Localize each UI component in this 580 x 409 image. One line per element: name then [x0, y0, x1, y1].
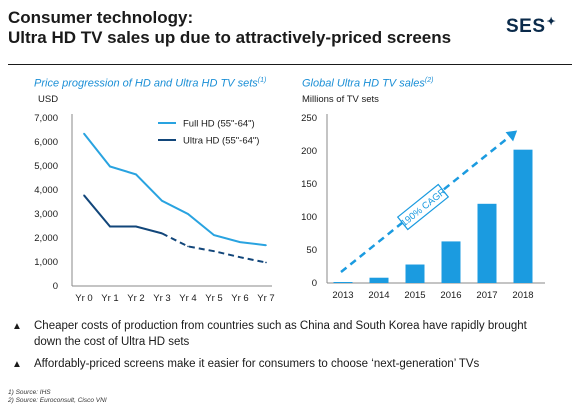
bar-chart-y-tick-label: 100 [301, 212, 317, 223]
line-chart-ylabel: USD [38, 94, 59, 105]
logo-text: SES [506, 16, 546, 37]
series-line-full-hd [83, 132, 267, 247]
cagr-label-box [396, 183, 450, 231]
line-chart-x-tick-label: Yr 3 [153, 293, 170, 304]
legend-label: Full HD (55"-64") [183, 119, 255, 130]
source-note-1: 1) Source: IHS [8, 389, 51, 396]
bullet-item: ▲ Cheaper costs of production from countr… [12, 318, 554, 350]
bullet-text: Cheaper costs of production from countri… [34, 320, 527, 348]
line-chart-data-point [109, 225, 111, 228]
line-chart-y-tick-label: 1,000 [34, 257, 58, 268]
line-chart-data-point [213, 250, 215, 252]
cagr-arrowhead-icon [505, 130, 518, 142]
triangle-bullet-icon: ▲ [12, 359, 22, 370]
line-chart-y-tick-label: 4,000 [34, 185, 58, 196]
line-chart-x-tick-label: Yr 4 [179, 293, 196, 304]
ses-logo: SES✦ [506, 16, 556, 38]
bullet-text: Affordably-priced screens make it easier… [34, 358, 480, 370]
line-chart-data-point [187, 213, 189, 215]
bar-chart-footnote: (2) [424, 77, 434, 84]
line-chart-y-tick-label: 3,000 [34, 209, 58, 220]
line-chart-data-point [239, 256, 241, 259]
line-chart-data-point [161, 200, 163, 202]
line-chart-data-point [161, 232, 163, 235]
line-chart-y-tick-label: 2,000 [34, 233, 58, 244]
line-chart-data-point [187, 245, 189, 248]
line-chart-data-point [83, 132, 85, 135]
bar-2013 [333, 282, 353, 283]
series-line-ultra-hd-dashed [161, 232, 267, 264]
bar-chart-title: Global Ultra HD TV sales(2) [302, 77, 433, 90]
line-chart-x-tick-label: Yr 6 [231, 293, 248, 304]
bar-chart-title-text: Global Ultra HD TV sales [302, 77, 425, 90]
line-chart-x-tick-label: Yr 5 [205, 293, 222, 304]
line-chart-y-tick-label: 7,000 [34, 113, 58, 124]
line-chart-x-tick-label: Yr 1 [101, 293, 118, 304]
line-chart-title: Price progression of HD and Ultra HD TV … [34, 77, 266, 90]
series-line-ultra-hd-solid [83, 194, 163, 235]
bar-chart-y-tick-label: 50 [306, 245, 317, 256]
line-chart-data-point [109, 165, 111, 168]
bar-2014 [369, 277, 389, 283]
bar-chart-y-tick-label: 200 [301, 146, 317, 157]
line-chart-title-text: Price progression of HD and Ultra HD TV … [34, 77, 258, 90]
title-line-2: Ultra HD TV sales up due to attractively… [8, 28, 452, 47]
page-title: Consumer technology: Ultra HD TV sales u… [8, 8, 451, 48]
bar-chart-x-tick-label: 2016 [440, 290, 461, 301]
line-chart-y-tick-label: 5,000 [34, 161, 58, 172]
line-chart-data-point [265, 244, 267, 246]
line-chart-data-point [135, 225, 137, 228]
bar-chart-x-tick-label: 2014 [368, 290, 389, 301]
bullet-item: ▲ Affordably-priced screens make it easie… [12, 356, 554, 372]
line-chart-footnote: (1) [257, 77, 267, 84]
bar-chart-x-tick-label: 2017 [476, 290, 497, 301]
bar-2017 [477, 203, 497, 283]
bar-chart-y-tick-label: 0 [312, 278, 317, 289]
bar-chart-x-tick-label: 2015 [404, 290, 425, 301]
line-chart-x-tick-label: Yr 0 [75, 293, 92, 304]
line-chart-data-point [135, 173, 137, 176]
line-chart-data-point [83, 194, 85, 197]
line-chart-data-point [213, 234, 215, 236]
triangle-bullet-icon: ▲ [12, 321, 22, 332]
star-icon: ✦ [546, 16, 557, 28]
bullet-list: ▲ Cheaper costs of production from countr… [12, 318, 554, 378]
line-chart-data-point [239, 241, 241, 243]
title-line-1: Consumer technology: [8, 8, 194, 27]
bar-chart-y-tick-label: 150 [301, 179, 317, 190]
legend-label: Ultra HD (55"-64") [183, 136, 259, 147]
title-divider [8, 64, 572, 65]
bar-chart-x-tick-label: 2013 [332, 290, 353, 301]
bar-chart-ylabel: Millions of TV sets [302, 94, 379, 105]
line-chart-y-tick-label: 0 [53, 281, 58, 292]
bar-chart-x-tick-label: 2018 [512, 290, 533, 301]
line-chart-x-tick-label: Yr 7 [257, 293, 274, 304]
bar-2018 [513, 149, 533, 283]
bar-2016 [441, 241, 461, 283]
line-chart-x-tick-label: Yr 2 [127, 293, 144, 304]
cagr-label: 190% CAGR [399, 186, 448, 229]
source-note-2: 2) Source: Euroconsult, Cisco VNI [8, 397, 107, 404]
line-chart-data-point [265, 261, 267, 264]
bar-chart-y-tick-label: 250 [301, 113, 317, 124]
bar-2015 [405, 264, 425, 283]
line-chart-y-tick-label: 6,000 [34, 137, 58, 148]
